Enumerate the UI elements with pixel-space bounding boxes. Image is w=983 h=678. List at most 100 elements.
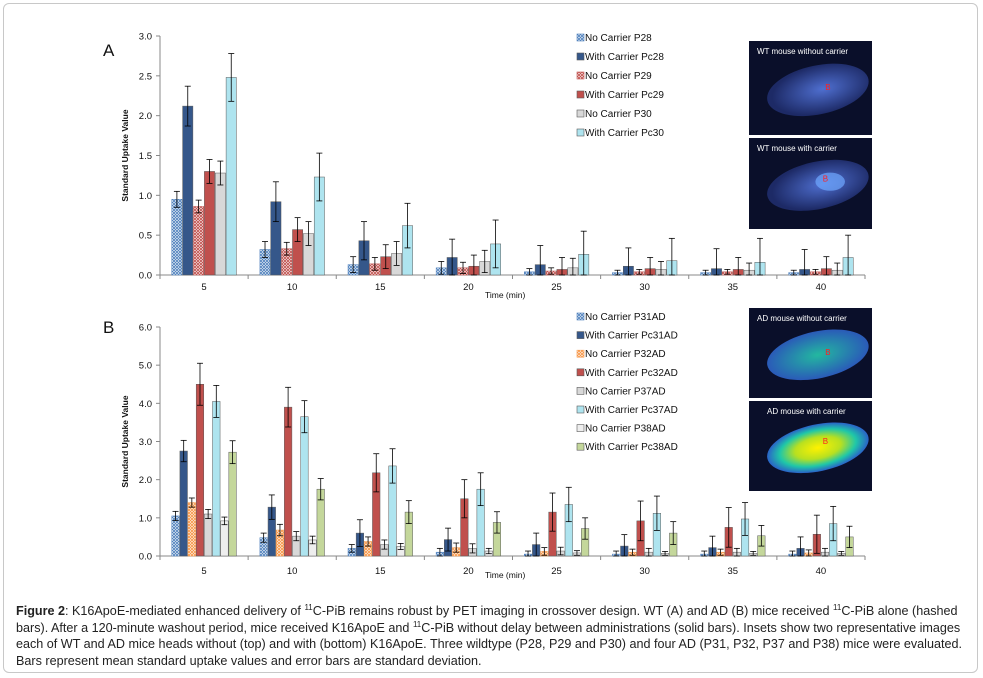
x-tick-label: 5	[201, 566, 206, 577]
y-tick-label: 6.0	[139, 323, 152, 334]
bar	[195, 384, 205, 557]
legend-swatch	[576, 33, 585, 42]
bar	[228, 451, 237, 557]
inset-bottom-marker: B	[823, 175, 828, 184]
bar	[284, 406, 293, 557]
x-tick-label: 35	[728, 566, 739, 577]
caption-text-1: : K16ApoE-mediated enhanced delivery of	[65, 604, 305, 618]
caption-label: Figure 2	[16, 604, 65, 618]
inset-bottom-marker: B	[823, 437, 828, 446]
bar	[171, 199, 183, 276]
x-tick-label: 25	[551, 566, 562, 577]
legend-swatch	[576, 349, 585, 358]
legend-swatch	[576, 405, 585, 414]
legend-swatch	[576, 90, 585, 99]
legend-label: With Carrier Pc29	[585, 90, 664, 101]
legend-label: No Carrier P38AD	[585, 424, 666, 435]
bar	[179, 450, 188, 557]
caption-sup-1: 11	[304, 602, 313, 612]
inset-top-head	[767, 329, 869, 381]
inset-top-marker: B	[825, 348, 830, 357]
legend-label: With Carrier Pc32AD	[585, 368, 678, 379]
legend-swatch	[576, 331, 585, 339]
x-tick-label: 30	[639, 566, 650, 577]
x-tick-label: 30	[639, 282, 650, 293]
x-tick-label: 15	[375, 282, 386, 293]
legend-swatch	[576, 424, 585, 432]
bar	[204, 513, 213, 557]
inset-bottom-label: WT mouse with carrier	[757, 144, 837, 153]
legend-swatch	[576, 312, 585, 321]
legend-label: With Carrier Pc31AD	[585, 331, 678, 342]
panel-a: A 0.0 0.5 1.0 1.5 2.0 2.5 3.0 Standard Uptake Va…	[103, 32, 872, 300]
legend-swatch	[576, 109, 585, 118]
legend-label: With Carrier Pc38AD	[585, 442, 678, 453]
legend-label: With Carrier Pc30	[585, 128, 664, 139]
y-tick-label: 2.0	[139, 111, 152, 122]
legend-label: No Carrier P30	[585, 109, 652, 120]
y-axis-label: Standard Uptake Value	[120, 395, 130, 487]
y-tick-label: 2.0	[139, 475, 152, 486]
x-axis-label: Time (min)	[485, 290, 525, 300]
y-tick-label: 3.0	[139, 437, 152, 448]
x-axis-label: Time (min)	[485, 570, 525, 580]
bar	[212, 401, 221, 557]
x-tick-label: 25	[551, 282, 562, 293]
x-tick-label: 20	[463, 282, 474, 293]
y-tick-label: 1.0	[139, 191, 152, 202]
inset-top-label: WT mouse without carrier	[757, 47, 848, 56]
y-tick-label: 5.0	[139, 361, 152, 372]
y-tick-label: 1.0	[139, 513, 152, 524]
x-tick-label: 5	[201, 282, 206, 293]
x-tick-label: 35	[728, 282, 739, 293]
bar	[220, 520, 229, 557]
y-tick-label: 3.0	[139, 32, 152, 43]
legend-swatch	[576, 442, 585, 451]
y-tick-label: 2.5	[139, 71, 152, 82]
bar	[204, 171, 215, 276]
x-tick-label: 10	[287, 566, 298, 577]
inset-bottom-hotspot	[815, 172, 845, 191]
legend-label: No Carrier P28	[585, 33, 652, 44]
figure-caption: Figure 2: K16ApoE-mediated enhanced deli…	[16, 603, 971, 669]
bar	[214, 172, 226, 276]
x-tick-label: 10	[287, 282, 298, 293]
x-tick-label: 40	[816, 566, 827, 577]
x-tick-label: 20	[463, 566, 474, 577]
legend-label: No Carrier P31AD	[585, 312, 666, 323]
legend-label: No Carrier P32AD	[585, 349, 666, 360]
legend-swatch	[576, 52, 585, 61]
legend-swatch	[576, 368, 585, 377]
caption-text-2: C-PiB remains robust by PET imaging in c…	[312, 604, 834, 618]
inset-top-head	[767, 63, 869, 117]
figure-frame	[3, 3, 978, 673]
y-tick-label: 0.5	[139, 231, 152, 242]
caption-sup-2: 11	[833, 602, 842, 612]
bar	[187, 502, 196, 557]
legend-swatch	[576, 71, 585, 80]
inset-top-marker: B	[825, 83, 830, 92]
y-tick-label: 0.0	[139, 271, 152, 282]
legend-swatch	[576, 387, 585, 395]
y-tick-label: 1.5	[139, 151, 152, 162]
x-tick-label: 40	[816, 282, 827, 293]
panel-b: B 0.0 1.0 2.0 3.0 4.0 5.0 6.0 Standard Uptake Va…	[103, 308, 872, 580]
y-axis-label: Standard Uptake Value	[120, 109, 130, 201]
bar	[300, 416, 309, 557]
y-tick-label: 4.0	[139, 399, 152, 410]
legend-label: With Carrier Pc28	[585, 52, 664, 63]
legend-label: With Carrier Pc37AD	[585, 405, 678, 416]
x-tick-label: 15	[375, 566, 386, 577]
inset-bottom-label: AD mouse with carrier	[767, 407, 846, 416]
panel-letter: B	[103, 318, 114, 337]
panel-letter: A	[103, 41, 115, 60]
inset-bottom-head	[767, 422, 869, 474]
legend-swatch	[576, 128, 585, 137]
bar	[171, 515, 180, 557]
legend-label: No Carrier P37AD	[585, 386, 666, 397]
caption-text-4: C-PiB without delay between administrati…	[16, 620, 962, 668]
legend-label: No Carrier P29	[585, 71, 652, 82]
figure-charts: A 0.0 0.5 1.0 1.5 2.0 2.5 3.0 Standard Uptake Va…	[103, 32, 872, 580]
bar	[182, 105, 194, 276]
caption-sup-3: 11	[412, 619, 422, 629]
